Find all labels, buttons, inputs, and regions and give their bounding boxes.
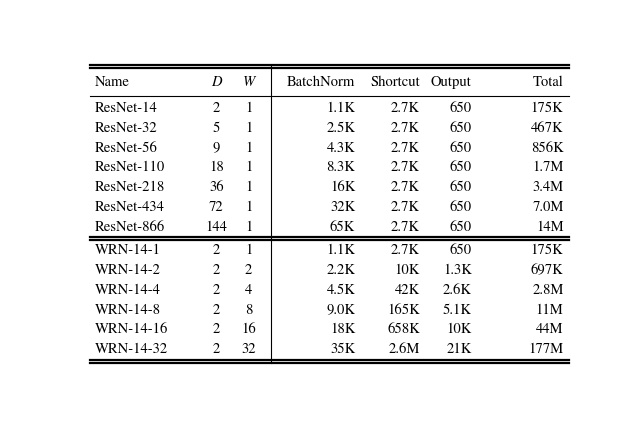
Text: 4.3K: 4.3K [326, 141, 355, 155]
Text: ResNet-110: ResNet-110 [95, 161, 165, 175]
Text: 697K: 697K [531, 264, 564, 277]
Text: 2: 2 [212, 343, 220, 356]
Text: 8: 8 [245, 303, 252, 317]
Text: WRN-14-4: WRN-14-4 [95, 284, 161, 297]
Text: 650: 650 [450, 221, 472, 234]
Text: 42K: 42K [394, 284, 420, 297]
Text: 36: 36 [209, 181, 224, 194]
Text: 1.1K: 1.1K [326, 244, 355, 257]
Text: 5: 5 [212, 121, 220, 135]
Text: 4: 4 [245, 284, 252, 297]
Text: Name: Name [95, 76, 130, 89]
Text: 1: 1 [245, 244, 252, 257]
Text: 2: 2 [212, 323, 220, 337]
Text: 2.7K: 2.7K [391, 201, 420, 214]
Text: 35K: 35K [330, 343, 355, 356]
Text: ResNet-56: ResNet-56 [95, 141, 157, 155]
Text: 65K: 65K [330, 221, 355, 234]
Text: BatchNorm: BatchNorm [287, 76, 355, 89]
Text: Total: Total [533, 76, 564, 89]
Text: 177M: 177M [529, 343, 564, 356]
Text: 9: 9 [212, 141, 220, 155]
Text: 1.7M: 1.7M [532, 161, 564, 175]
Text: 2.2K: 2.2K [326, 264, 355, 277]
Text: 1: 1 [245, 121, 252, 135]
Text: 11M: 11M [536, 303, 564, 317]
Text: 21K: 21K [447, 343, 472, 356]
Text: 165K: 165K [387, 303, 420, 317]
Text: 650: 650 [450, 161, 472, 175]
Text: 2.7K: 2.7K [391, 141, 420, 155]
Text: WRN-14-8: WRN-14-8 [95, 303, 161, 317]
Text: 4.5K: 4.5K [326, 284, 355, 297]
Text: 2: 2 [212, 284, 220, 297]
Text: 650: 650 [450, 201, 472, 214]
Text: ResNet-14: ResNet-14 [95, 102, 157, 115]
Text: 1.3K: 1.3K [443, 264, 472, 277]
Text: 2.5K: 2.5K [326, 121, 355, 135]
Text: 658K: 658K [387, 323, 420, 337]
Text: 467K: 467K [531, 121, 564, 135]
Text: 175K: 175K [531, 244, 564, 257]
Text: 2.6M: 2.6M [388, 343, 420, 356]
Text: 10K: 10K [447, 323, 472, 337]
Text: 1: 1 [245, 141, 252, 155]
Text: 3.4M: 3.4M [532, 181, 564, 194]
Text: WRN-14-32: WRN-14-32 [95, 343, 168, 356]
Text: 2: 2 [212, 264, 220, 277]
Text: 2: 2 [212, 244, 220, 257]
Text: ResNet-866: ResNet-866 [95, 221, 165, 234]
Text: 2.7K: 2.7K [391, 244, 420, 257]
Text: Shortcut: Shortcut [370, 76, 420, 89]
Text: 2: 2 [212, 303, 220, 317]
Text: 10K: 10K [394, 264, 420, 277]
Text: 14M: 14M [536, 221, 564, 234]
Text: 856K: 856K [531, 141, 564, 155]
Text: WRN-14-2: WRN-14-2 [95, 264, 161, 277]
Text: 650: 650 [450, 244, 472, 257]
Text: D: D [211, 75, 221, 89]
Text: 72: 72 [209, 201, 224, 214]
Text: Output: Output [431, 76, 472, 89]
Text: 32: 32 [241, 343, 256, 356]
Text: 2: 2 [212, 102, 220, 115]
Text: 175K: 175K [531, 102, 564, 115]
Text: 1: 1 [245, 221, 252, 234]
Text: 18K: 18K [330, 323, 355, 337]
Text: 7.0M: 7.0M [532, 201, 564, 214]
Text: 8.3K: 8.3K [326, 161, 355, 175]
Text: 1: 1 [245, 201, 252, 214]
Text: 9.0K: 9.0K [326, 303, 355, 317]
Text: 1: 1 [245, 161, 252, 175]
Text: 1: 1 [245, 102, 252, 115]
Text: WRN-14-16: WRN-14-16 [95, 323, 168, 337]
Text: 2.7K: 2.7K [391, 221, 420, 234]
Text: 650: 650 [450, 102, 472, 115]
Text: 2.6K: 2.6K [443, 284, 472, 297]
Text: W: W [243, 75, 255, 89]
Text: 2: 2 [245, 264, 252, 277]
Text: 2.7K: 2.7K [391, 161, 420, 175]
Text: 144: 144 [205, 221, 227, 234]
Text: 2.8M: 2.8M [532, 284, 564, 297]
Text: 2.7K: 2.7K [391, 102, 420, 115]
Text: 1: 1 [245, 181, 252, 194]
Text: WRN-14-1: WRN-14-1 [95, 244, 161, 257]
Text: 2.7K: 2.7K [391, 181, 420, 194]
Text: 1.1K: 1.1K [326, 102, 355, 115]
Text: 44M: 44M [536, 323, 564, 337]
Text: 650: 650 [450, 121, 472, 135]
Text: ResNet-32: ResNet-32 [95, 121, 157, 135]
Text: ResNet-434: ResNet-434 [95, 201, 164, 214]
Text: 16: 16 [241, 323, 256, 337]
Text: 16K: 16K [330, 181, 355, 194]
Text: 32K: 32K [330, 201, 355, 214]
Text: 2.7K: 2.7K [391, 121, 420, 135]
Text: 650: 650 [450, 181, 472, 194]
Text: ResNet-218: ResNet-218 [95, 181, 165, 194]
Text: 650: 650 [450, 141, 472, 155]
Text: 18: 18 [209, 161, 224, 175]
Text: 5.1K: 5.1K [443, 303, 472, 317]
